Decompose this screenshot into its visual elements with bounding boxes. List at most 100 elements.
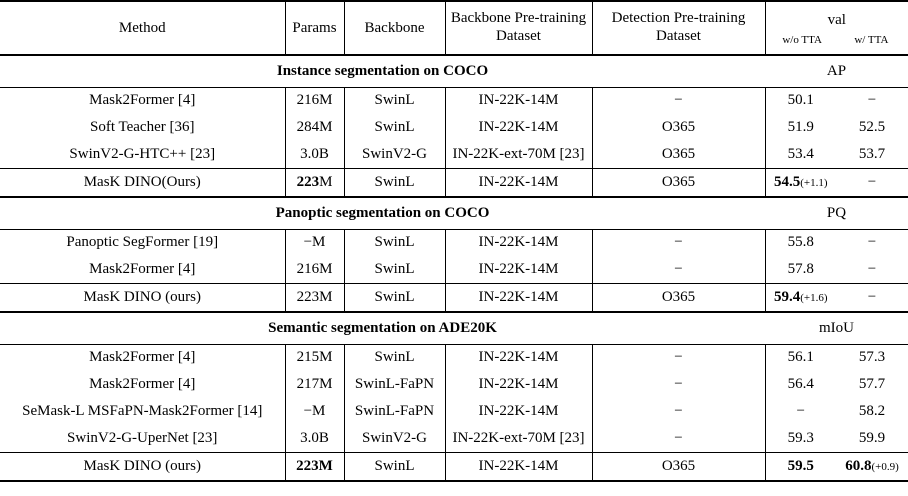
backbone-cell: SwinL — [344, 344, 446, 371]
backbone-cell: SwinL-FaPN — [344, 398, 446, 425]
header-row: Method Params Backbone Backbone Pre-trai… — [0, 1, 908, 55]
wo-tta-cell: 55.8 — [787, 234, 814, 251]
table-row: SeMask-L MSFaPN-Mask2Former [14] −M Swin… — [0, 398, 908, 425]
backbone-cell: SwinL — [344, 87, 446, 114]
col-header-params: Params — [285, 1, 345, 55]
w-tta-cell: 53.7 — [858, 145, 886, 162]
table-row: Panoptic SegFormer [19] −M SwinL IN-22K-… — [0, 229, 908, 256]
val-label: val — [827, 11, 846, 28]
results-table: Method Params Backbone Backbone Pre-trai… — [0, 0, 908, 482]
detection-pretrain-cell: − — [592, 87, 766, 114]
params-bold: 223 — [296, 173, 320, 190]
w-tta-cell: 57.7 — [858, 376, 886, 392]
detection-pretrain-cell: − — [592, 425, 766, 452]
params-cell: 223M — [285, 452, 345, 481]
detection-pretrain-cell: O365 — [592, 114, 766, 141]
method-cell: Mask2Former [4] — [0, 344, 286, 371]
wo-tta-cell: 59.4(+1.6) — [765, 283, 836, 312]
score-bold: 59.5 — [787, 457, 814, 474]
backbone-cell: SwinL — [344, 452, 446, 481]
detection-pretrain-cell: O365 — [592, 283, 766, 312]
params-cell: 216M — [285, 87, 345, 114]
score-gain: (+1.1) — [800, 176, 828, 189]
score-gain: (+1.6) — [800, 291, 828, 304]
table-row: SwinV2-G-HTC++ [23] 3.0B SwinV2-G IN-22K… — [0, 141, 908, 168]
detection-pretrain-cell: O365 — [592, 168, 766, 197]
params-cell: 3.0B — [285, 425, 345, 452]
col-header-val: val w/o TTA w/ TTA — [765, 1, 908, 55]
backbone-pretrain-cell: IN-22K-14M — [445, 168, 593, 197]
w-tta-cell: − — [867, 234, 877, 251]
backbone-pretrain-cell: IN-22K-14M — [445, 452, 593, 481]
table-row: Mask2Former [4] 215M SwinL IN-22K-14M − … — [0, 344, 908, 371]
backbone-cell: SwinV2-G — [344, 141, 446, 168]
table-row: Mask2Former [4] 217M SwinL-FaPN IN-22K-1… — [0, 371, 908, 398]
w-tta-cell: − — [867, 288, 877, 305]
section-metric: AP — [826, 62, 847, 79]
val-subheaders: w/o TTA w/ TTA — [768, 34, 907, 46]
detection-pretrain-cell: − — [592, 398, 766, 425]
detection-pretrain-cell: − — [592, 344, 766, 371]
backbone-cell: SwinV2-G — [344, 425, 446, 452]
section-metric: mIoU — [819, 319, 854, 336]
wo-tta-cell: − — [796, 403, 805, 419]
params-cell: 3.0B — [285, 141, 345, 168]
col-header-detection-pretrain: Detection Pre-training Dataset — [592, 1, 766, 55]
backbone-pretrain-cell: IN-22K-14M — [445, 398, 593, 425]
col-header-backbone-pretrain: Backbone Pre-training Dataset — [445, 1, 593, 55]
section-banner-row: Instance segmentation on COCO AP — [0, 55, 908, 87]
w-tta-cell: 57.3 — [858, 349, 886, 366]
w-tta-cell: 59.9 — [858, 429, 886, 446]
detection-pretrain-cell: O365 — [592, 141, 766, 168]
params-cell: −M — [285, 398, 345, 425]
backbone-cell: SwinL — [344, 114, 446, 141]
score-gain: (+0.9) — [871, 460, 899, 473]
w-tta-cell: − — [867, 92, 877, 109]
backbone-pretrain-cell: IN-22K-ext-70M [23] — [445, 141, 593, 168]
wo-tta-cell: 53.4 — [787, 145, 814, 162]
table-row: Mask2Former [4] 216M SwinL IN-22K-14M − … — [0, 256, 908, 283]
wo-tta-cell: 56.4 — [787, 376, 814, 392]
section-banner-row: Panoptic segmentation on COCO PQ — [0, 197, 908, 229]
wo-tta-cell: 59.3 — [787, 429, 814, 446]
backbone-cell: SwinL — [344, 168, 446, 197]
detection-pretrain-cell: − — [592, 229, 766, 256]
detection-pretrain-cell: − — [592, 371, 766, 398]
section-banner-row: Semantic segmentation on ADE20K mIoU — [0, 312, 908, 344]
detection-pretrain-cell: − — [592, 256, 766, 283]
method-cell: MasK DINO(Ours) — [0, 168, 286, 197]
backbone-pretrain-cell: IN-22K-14M — [445, 87, 593, 114]
table-row: Mask2Former [4] 216M SwinL IN-22K-14M − … — [0, 87, 908, 114]
col-header-w-tta: w/ TTA — [854, 34, 889, 47]
ours-row: MasK DINO (ours) 223M SwinL IN-22K-14M O… — [0, 452, 908, 481]
w-tta-cell: − — [867, 173, 877, 190]
params-unit: M — [319, 173, 333, 190]
backbone-pretrain-cell: IN-22K-14M — [445, 114, 593, 141]
backbone-cell: SwinL-FaPN — [344, 371, 446, 398]
w-tta-cell: − — [867, 260, 877, 277]
section-title: Instance segmentation on COCO — [276, 62, 489, 79]
method-cell: Soft Teacher [36] — [0, 114, 286, 141]
w-tta-cell: 60.8(+0.9) — [836, 452, 908, 481]
params-cell: 223M — [285, 168, 345, 197]
table-row: SwinV2-G-UperNet [23] 3.0B SwinV2-G IN-2… — [0, 425, 908, 452]
w-tta-cell: 52.5 — [858, 119, 886, 135]
ours-row: MasK DINO(Ours) 223M SwinL IN-22K-14M O3… — [0, 168, 908, 197]
backbone-pretrain-cell: IN-22K-14M — [445, 371, 593, 398]
wo-tta-cell: 51.9 — [787, 119, 814, 135]
col-header-line: Dataset — [496, 28, 541, 44]
backbone-pretrain-cell: IN-22K-ext-70M [23] — [445, 425, 593, 452]
backbone-pretrain-cell: IN-22K-14M — [445, 256, 593, 283]
wo-tta-cell: 54.5(+1.1) — [765, 168, 836, 197]
method-cell: SeMask-L MSFaPN-Mask2Former [14] — [0, 398, 286, 425]
params-bold: 223M — [296, 457, 333, 474]
score-bold: 60.8 — [845, 457, 872, 474]
section-title: Semantic segmentation on ADE20K — [268, 319, 497, 336]
method-cell: Panoptic SegFormer [19] — [0, 229, 286, 256]
score-bold: 54.5 — [773, 173, 801, 190]
col-header-method: Method — [0, 1, 286, 55]
method-cell: Mask2Former [4] — [0, 371, 286, 398]
wo-tta-cell: 57.8 — [787, 260, 814, 277]
backbone-cell: SwinL — [344, 283, 446, 312]
backbone-pretrain-cell: IN-22K-14M — [445, 283, 593, 312]
